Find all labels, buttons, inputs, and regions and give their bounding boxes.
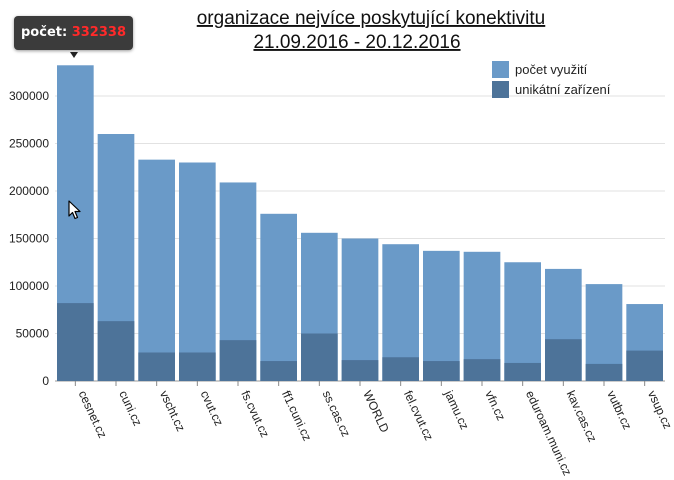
x-tick-label: ss.cas.cz (320, 388, 354, 439)
x-tick-label: fel.cvut.cz (401, 388, 436, 442)
x-tick-label: fs.cvut.cz (238, 388, 272, 439)
bar-devices[interactable] (341, 360, 379, 381)
x-tick-label: cvut.cz (198, 388, 226, 428)
bar-usage[interactable] (138, 159, 175, 381)
x-tick-label: WORLD (360, 388, 392, 435)
bar-usage[interactable] (179, 162, 216, 382)
bar-usage[interactable] (423, 250, 460, 381)
bar-devices[interactable] (585, 363, 623, 381)
x-tick-label: kav.cas.cz (564, 388, 600, 444)
bar-devices[interactable] (463, 359, 501, 381)
bar-devices[interactable] (382, 357, 419, 381)
bar-devices[interactable] (219, 340, 257, 381)
legend-label-devices[interactable]: unikátní zařízení (515, 82, 611, 97)
tooltip: počet: 332338 (14, 16, 133, 50)
y-tick-label: 250000 (9, 137, 49, 151)
bar-devices[interactable] (138, 352, 175, 382)
x-tick-label: ff1.cuni.cz (279, 388, 314, 443)
bar-usage[interactable] (341, 238, 379, 382)
bars (57, 65, 663, 381)
x-tick-label: cesnet.cz (76, 388, 110, 440)
bar-devices[interactable] (97, 321, 135, 381)
x-tick-label: vsup.cz (645, 388, 674, 431)
y-axis: 0 50000 100000 150000 200000 250000 300000 (9, 89, 49, 388)
legend-swatch-usage[interactable] (492, 61, 509, 78)
y-tick-label: 100000 (9, 279, 49, 293)
bar-devices[interactable] (626, 350, 663, 381)
x-tick-label: vutbr.cz (604, 388, 634, 431)
bar-devices[interactable] (179, 352, 216, 382)
x-tick-label: vscht.cz (157, 388, 188, 433)
bar-usage[interactable] (260, 213, 297, 381)
x-axis: cesnet.cz cuni.cz vscht.cz cvut.cz fs.cvut.c… (74, 381, 674, 478)
bar-devices[interactable] (57, 303, 94, 381)
tooltip-value: 332338 (71, 25, 126, 40)
legend: počet využití unikátní zařízení (492, 61, 611, 98)
bar-usage[interactable] (504, 262, 541, 381)
legend-swatch-devices[interactable] (492, 81, 509, 98)
legend-label-usage[interactable]: počet využití (515, 62, 588, 77)
tooltip-pointer-icon (70, 52, 78, 58)
arrow-cursor-icon (68, 200, 81, 220)
x-tick-label: jamu.cz (441, 387, 472, 431)
x-tick-label: vfn.cz (482, 388, 508, 422)
bar-devices[interactable] (260, 361, 297, 381)
bar-devices[interactable] (423, 361, 460, 381)
chart-title: organizace nejvíce poskytující konektivi… (197, 8, 546, 29)
chart-subtitle: 21.09.2016 - 20.12.2016 (253, 32, 460, 53)
bar-devices[interactable] (301, 333, 338, 382)
y-tick-label: 300000 (9, 89, 49, 103)
x-tick-label: eduroam.muni.cz (523, 388, 575, 477)
x-tick-label: cuni.cz (116, 388, 144, 428)
y-tick-label: 200000 (9, 184, 49, 198)
y-tick-label: 0 (42, 374, 49, 388)
tooltip-label: počet: (21, 25, 68, 40)
bar-devices[interactable] (504, 362, 541, 381)
y-tick-label: 50000 (16, 327, 50, 341)
bar-devices[interactable] (545, 339, 582, 381)
y-tick-label: 150000 (9, 232, 49, 246)
